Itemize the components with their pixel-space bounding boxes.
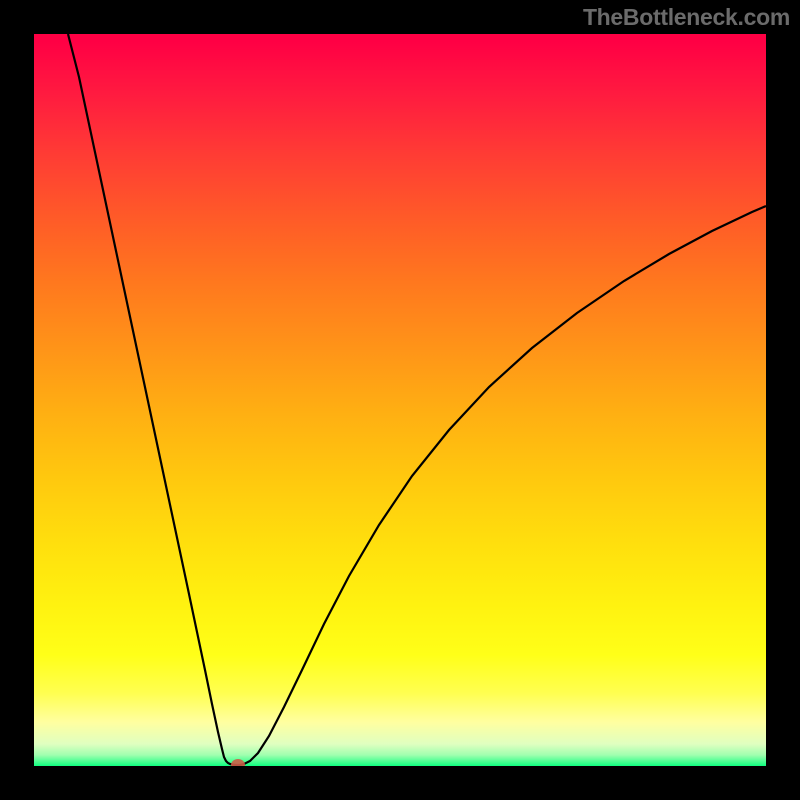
chart-container: TheBottleneck.com (0, 0, 800, 800)
bottleneck-chart (0, 0, 800, 800)
watermark-label: TheBottleneck.com (583, 4, 790, 31)
plot-background (34, 34, 766, 766)
